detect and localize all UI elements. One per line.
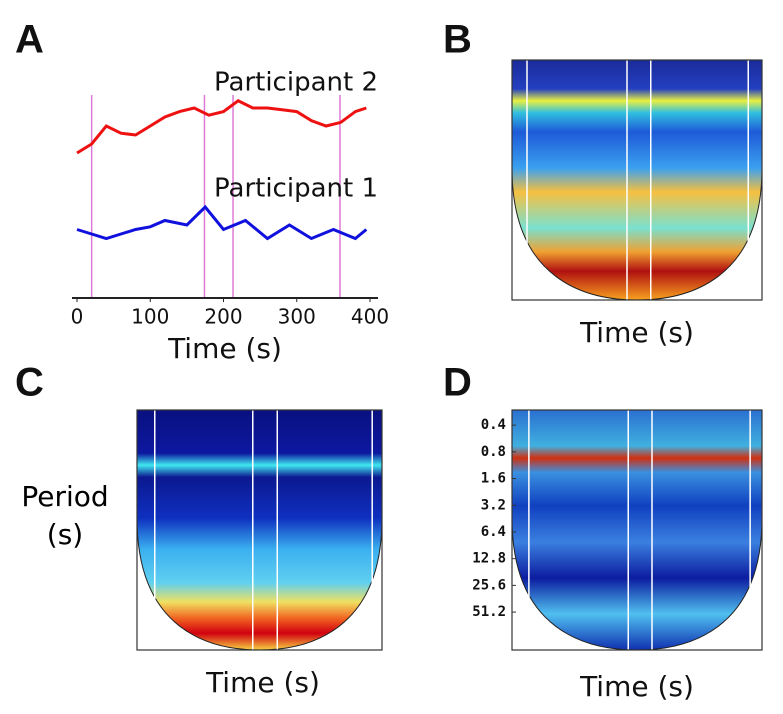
wavelet-power xyxy=(512,410,762,650)
y-tick-label: 3.2 xyxy=(481,497,506,513)
plot-frame xyxy=(511,59,763,301)
x-tick-label: 200 xyxy=(204,305,242,329)
plot-frame xyxy=(136,409,383,651)
panel-label: B xyxy=(443,18,472,62)
y-tick-label: 12.8 xyxy=(472,551,506,567)
y-tick-label: 0.4 xyxy=(481,417,506,433)
y-tick-label: 1.6 xyxy=(481,471,506,487)
panel-label: A xyxy=(15,18,44,62)
wavelet-power xyxy=(512,60,762,300)
series-label: Participant 1 xyxy=(214,174,378,204)
x-axis-label: Time (s) xyxy=(579,316,694,349)
wavelet-power xyxy=(137,410,382,650)
x-axis-label: Time (s) xyxy=(167,332,282,365)
panel-label: D xyxy=(443,361,472,405)
y-axis-label: Period (s) xyxy=(21,480,109,551)
x-axis-label: Time (s) xyxy=(205,666,320,699)
series-line xyxy=(76,204,368,241)
x-tick-label: 100 xyxy=(131,305,169,329)
series-line xyxy=(76,99,367,155)
plot-frame xyxy=(511,409,763,651)
series-label: Participant 2 xyxy=(214,67,378,97)
y-tick-label: 0.8 xyxy=(481,444,506,460)
x-tick-label: 400 xyxy=(351,305,389,329)
panel-label: C xyxy=(15,361,44,405)
x-tick-label: 300 xyxy=(278,305,316,329)
y-tick-label: 25.6 xyxy=(472,577,506,593)
y-tick-label: 6.4 xyxy=(481,524,506,540)
x-tick-label: 0 xyxy=(71,305,84,329)
x-axis-label: Time (s) xyxy=(579,670,694,703)
y-tick-label: 51.2 xyxy=(472,604,506,620)
